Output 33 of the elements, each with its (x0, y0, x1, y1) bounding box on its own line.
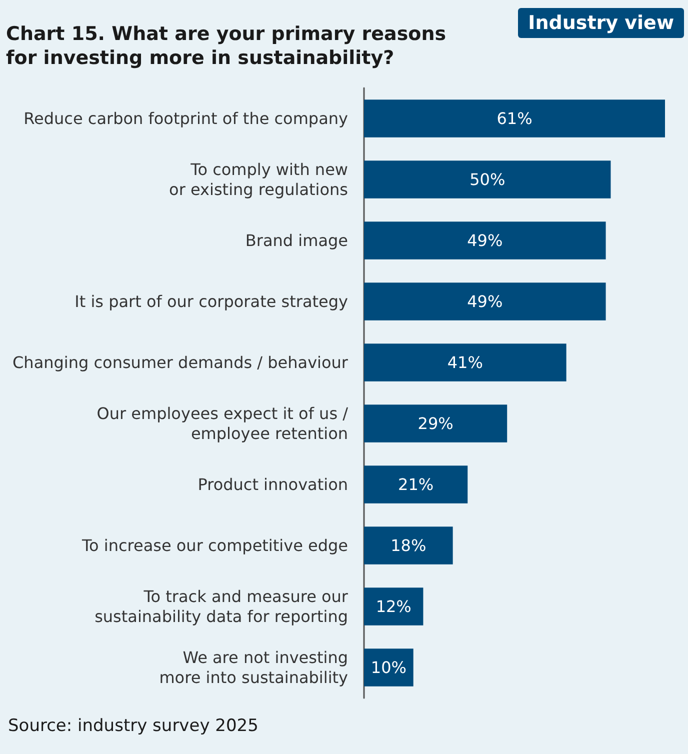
y-tick-label: We are not investing more into sustainability (159, 648, 348, 687)
bar (364, 282, 606, 320)
data-label: 61% (496, 109, 532, 128)
y-tick-label: Product innovation (198, 475, 348, 494)
chart-title: Chart 15. What are your primary reasons for investing more in sustainability? (6, 22, 448, 70)
bar (364, 222, 606, 260)
data-label: 10% (370, 658, 406, 677)
y-tick-label: It is part of our corporate strategy (74, 292, 348, 311)
text: Industry view (518, 8, 684, 38)
source-note: Source: industry survey 2025 (8, 716, 258, 736)
y-tick-label: Changing consumer demands / behaviour (12, 353, 348, 372)
bar (364, 160, 611, 198)
data-label: 12% (376, 597, 412, 616)
bar (364, 466, 468, 504)
data-label: 18% (390, 536, 426, 555)
y-tick-label: Our employees expect it of us / employee retention (96, 404, 349, 443)
bar (364, 588, 424, 626)
bar (364, 404, 508, 442)
y-tick-label: To track and measure our sustainability data for reporting (94, 587, 348, 626)
data-label: 29% (418, 414, 454, 433)
data-label: 49% (467, 231, 503, 250)
data-label: 41% (447, 353, 483, 372)
y-tick-label: To increase our competitive edge (80, 536, 348, 555)
bar (364, 344, 566, 382)
data-label: 21% (398, 475, 434, 494)
bar (364, 100, 665, 138)
y-tick-label: Reduce carbon footprint of the company (24, 109, 348, 128)
data-label: 49% (467, 292, 503, 311)
data-label: 50% (470, 170, 506, 189)
bar (364, 648, 414, 686)
bar (364, 526, 453, 564)
y-tick-label: To comply with new or existing regulations (169, 160, 348, 199)
y-tick-label: Brand image (245, 231, 348, 250)
